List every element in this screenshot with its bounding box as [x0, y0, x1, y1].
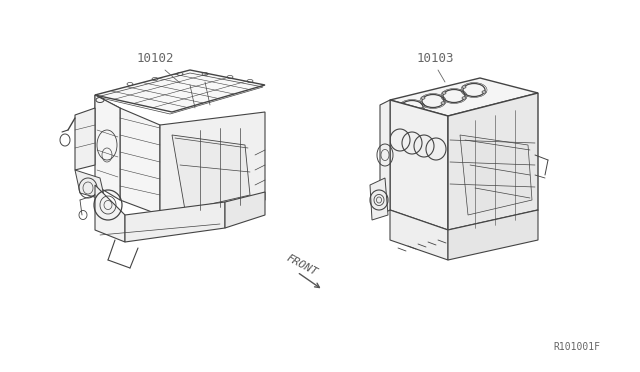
- Polygon shape: [448, 210, 538, 260]
- Polygon shape: [75, 170, 105, 200]
- Polygon shape: [125, 202, 225, 242]
- Ellipse shape: [421, 97, 425, 99]
- Polygon shape: [160, 112, 265, 215]
- Ellipse shape: [420, 108, 424, 110]
- Polygon shape: [95, 95, 120, 200]
- Polygon shape: [390, 210, 448, 260]
- Polygon shape: [380, 100, 390, 215]
- Text: FRONT: FRONT: [285, 253, 319, 278]
- Polygon shape: [370, 178, 388, 220]
- Text: 10103: 10103: [416, 52, 454, 65]
- Polygon shape: [95, 95, 120, 165]
- Ellipse shape: [482, 91, 486, 93]
- Ellipse shape: [462, 86, 466, 88]
- Polygon shape: [390, 100, 448, 230]
- Polygon shape: [225, 192, 265, 228]
- Polygon shape: [120, 108, 160, 215]
- Ellipse shape: [441, 102, 445, 104]
- Polygon shape: [460, 135, 532, 215]
- Polygon shape: [172, 135, 250, 210]
- Ellipse shape: [462, 97, 466, 99]
- Polygon shape: [95, 185, 125, 242]
- Ellipse shape: [442, 92, 446, 94]
- Text: R101001F: R101001F: [553, 342, 600, 352]
- Polygon shape: [448, 93, 538, 230]
- Polygon shape: [390, 78, 538, 116]
- Polygon shape: [95, 70, 265, 112]
- Text: 10102: 10102: [136, 52, 173, 65]
- Ellipse shape: [400, 103, 404, 105]
- Polygon shape: [75, 108, 95, 170]
